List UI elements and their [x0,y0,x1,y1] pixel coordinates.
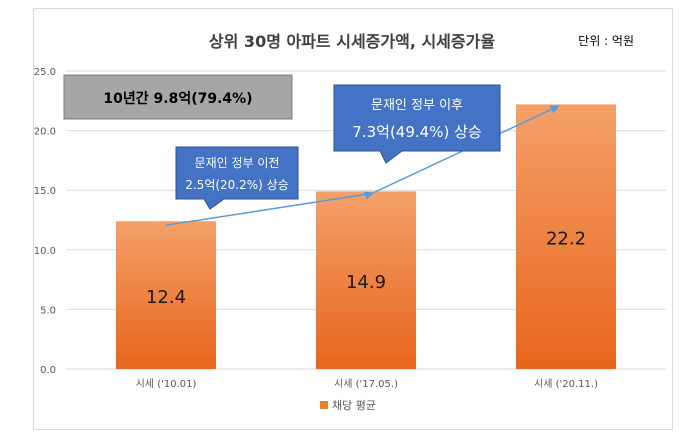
legend-swatch [320,401,328,409]
y-tick-label: 20.0 [34,127,56,138]
after-government-callout: 문재인 정부 이후 7.3억(49.4%) 상승 [333,84,501,164]
total-change-callout: 10년간 9.8억(79.4%) [63,74,293,120]
x-axis: 시세 ('10.01) 시세 ('17.05.) 시세 ('20.11.) [136,378,598,390]
chart-title: 상위 30명 아파트 시세증가액, 시세증가율 [209,32,495,51]
after-callout-line1: 문재인 정부 이후 [371,98,463,113]
legend: 채당 평균 [320,399,376,412]
before-government-callout: 문재인 정부 이전 2.5억(20.2%) 상승 [175,146,299,210]
x-tick-label: 시세 ('17.05.) [334,378,398,390]
before-callout-line2: 2.5억(20.2%) 상승 [185,178,289,192]
y-axis: 0.0 5.0 10.0 15.0 20.0 25.0 [34,67,56,376]
data-label: 22.2 [546,229,586,250]
bar [116,221,216,369]
x-tick-label: 시세 ('10.01) [136,378,197,390]
x-tick-label: 시세 ('20.11.) [534,378,598,390]
legend-label: 채당 평균 [332,399,376,412]
chart-container: 상위 30명 아파트 시세증가액, 시세증가율 단위 : 억원 0.0 5.0 10… [33,8,673,430]
data-label: 12.4 [146,287,186,308]
total-change-label: 10년간 9.8억(79.4%) [103,90,252,107]
y-tick-label: 15.0 [34,186,56,197]
bars: 12.4 14.9 22.2 [116,104,616,369]
before-callout-line1: 문재인 정부 이전 [195,156,280,170]
y-tick-label: 0.0 [40,365,56,376]
bar [316,191,416,369]
y-tick-label: 25.0 [34,67,56,78]
after-callout-line2: 7.3억(49.4%) 상승 [352,123,481,141]
data-label: 14.9 [346,272,386,293]
unit-label: 단위 : 억원 [578,34,634,48]
y-tick-label: 5.0 [40,305,56,316]
bar-chart: 상위 30명 아파트 시세증가액, 시세증가율 단위 : 억원 0.0 5.0 10… [34,32,666,412]
y-tick-label: 10.0 [34,246,56,257]
